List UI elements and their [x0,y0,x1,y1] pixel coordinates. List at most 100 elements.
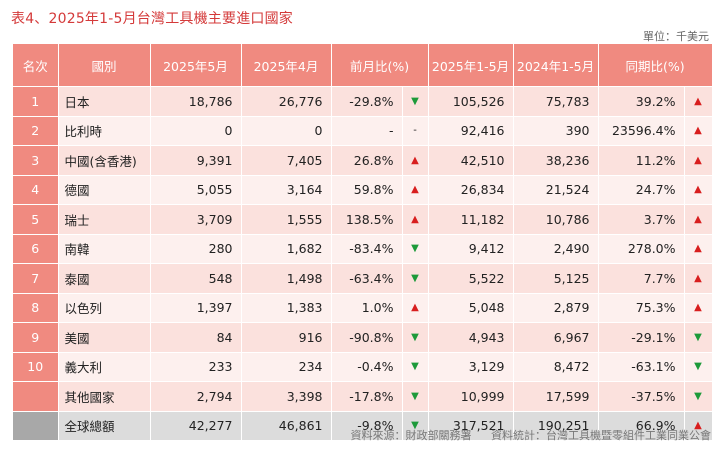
apr2025-cell: 1,383 [241,292,332,323]
mom-cell: -83.4% [331,233,403,264]
may2025-cell: 0 [150,115,242,146]
down-triangle-icon: ▼ [411,361,419,373]
page-title: 表4、2025年1-5月台灣工具機主要進口國家 [11,11,294,27]
may2025-cell: 280 [150,233,242,264]
rank: 8 [13,292,59,323]
table-total-row: 全球總額 42,277 46,861 -9.8% ▼ 317,521 190,251 66.9… [13,410,713,440]
ytd2024-cell: 5,125 [513,263,599,293]
may2025-cell: 2,794 [150,381,242,411]
yoy-arrow: ▲ [684,86,713,116]
yoy-arrow: ▲ [684,233,713,264]
ytd2025-cell: 317,521 [428,410,514,440]
footer: 資料來源：財政部關務署 資料統計：台灣工具機暨零組件工業同業公會 [335,427,712,443]
yoy-arrow: ▲ [684,263,713,293]
ytd2024-cell: 10,786 [513,204,599,234]
header-mom: 前月比(%) [331,44,429,87]
rank: 9 [13,322,59,352]
mom-cell: - [331,115,403,146]
up-triangle-icon: ▲ [694,154,702,166]
country-cell: 德國 [58,174,151,205]
apr2025-cell: 7,405 [241,145,332,175]
apr2025-cell: 1,682 [241,233,332,264]
ytd2025-cell: 5,522 [428,263,514,293]
header-may2025: 2025年5月 [150,44,242,87]
apr2025-cell: 1,498 [241,263,332,293]
may2025-cell: 3,709 [150,204,242,234]
apr2025-cell: 1,555 [241,204,332,234]
rank: 3 [13,145,59,175]
ytd2025-cell: 9,412 [428,233,514,264]
country-cell: 義大利 [58,351,151,382]
footer-source: 資料來源：財政部關務署 [350,429,472,442]
header-apr2025: 2025年4月 [241,44,332,87]
table-row: 3 中國(含香港) 9,391 7,405 26.8% ▲ 42,510 38,236 11.2… [13,145,713,175]
table-row: 6 南韓 280 1,682 -83.4% ▼ 9,412 2,490 278.0% ▲ [13,233,713,264]
ytd2024-cell: 21,524 [513,174,599,205]
header-ytd2024: 2024年1-5月 [513,44,599,87]
yoy-arrow: ▲ [684,204,713,234]
ytd2025-cell: 10,999 [428,381,514,411]
ytd2024-cell: 6,967 [513,322,599,352]
rank [13,381,59,411]
header-ytd2025: 2025年1-5月 [428,44,514,87]
may2025-cell: 548 [150,263,242,293]
mom-cell: -63.4% [331,263,403,293]
yoy-cell: 23596.4% [598,115,685,146]
yoy-cell: 7.7% [598,263,685,293]
mom-cell: -17.8% [331,381,403,411]
country-cell: 中國(含香港) [58,145,151,175]
table-row: 5 瑞士 3,709 1,555 138.5% ▲ 11,182 10,786 3.7% ▲ [13,204,713,234]
may2025-cell: 5,055 [150,174,242,205]
table-row: 其他國家 2,794 3,398 -17.8% ▼ 10,999 17,599 -37.5% ▼ [13,381,713,411]
rank: 6 [13,233,59,264]
up-triangle-icon: ▲ [411,302,419,314]
yoy-cell: 3.7% [598,204,685,234]
ytd2024-cell: 190,251 [513,410,599,440]
yoy-arrow: ▲ [684,145,713,175]
up-triangle-icon: ▲ [694,213,702,225]
country-cell: 瑞士 [58,204,151,234]
rank: 1 [13,86,59,116]
mom-cell: -0.4% [331,351,403,382]
country-cell: 以色列 [58,292,151,323]
country-cell: 南韓 [58,233,151,264]
mom-arrow: ▼ [402,263,429,293]
apr2025-cell: 3,164 [241,174,332,205]
mom-cell: 138.5% [331,204,403,234]
ytd2024-cell: 2,490 [513,233,599,264]
apr2025-cell: 3,398 [241,381,332,411]
ytd2025-cell: 105,526 [428,86,514,116]
ytd2025-cell: 5,048 [428,292,514,323]
up-triangle-icon: ▲ [694,95,702,107]
down-triangle-icon: ▼ [411,420,419,432]
ytd2025-cell: 92,416 [428,115,514,146]
rank: 2 [13,115,59,146]
table-row: 1 日本 18,786 26,776 -29.8% ▼ 105,526 75,783 39.2%… [13,86,713,116]
ytd2025-cell: 4,943 [428,322,514,352]
may2025-cell: 1,397 [150,292,242,323]
yoy-arrow: ▲ [684,174,713,205]
mom-arrow: ▼ [402,86,429,116]
up-triangle-icon: ▲ [694,243,702,255]
mom-cell: 26.8% [331,145,403,175]
up-triangle-icon: ▲ [694,184,702,196]
down-triangle-icon: ▼ [411,95,419,107]
yoy-cell: -63.1% [598,351,685,382]
up-triangle-icon: ▲ [694,420,702,432]
mom-cell: -9.8% [331,410,403,440]
mom-arrow: ▲ [402,174,429,205]
rank: 10 [13,351,59,382]
may2025-cell: 18,786 [150,86,242,116]
apr2025-cell: 26,776 [241,86,332,116]
apr2025-cell: 46,861 [241,410,332,440]
yoy-arrow: ▲ [684,410,713,440]
dash-text: - [413,125,417,137]
ytd2025-cell: 3,129 [428,351,514,382]
yoy-cell: 75.3% [598,292,685,323]
up-triangle-icon: ▲ [411,154,419,166]
mom-arrow: ▼ [402,322,429,352]
mom-arrow: ▼ [402,233,429,264]
mom-arrow: ▲ [402,292,429,323]
ytd2024-cell: 8,472 [513,351,599,382]
down-triangle-icon: ▼ [411,243,419,255]
